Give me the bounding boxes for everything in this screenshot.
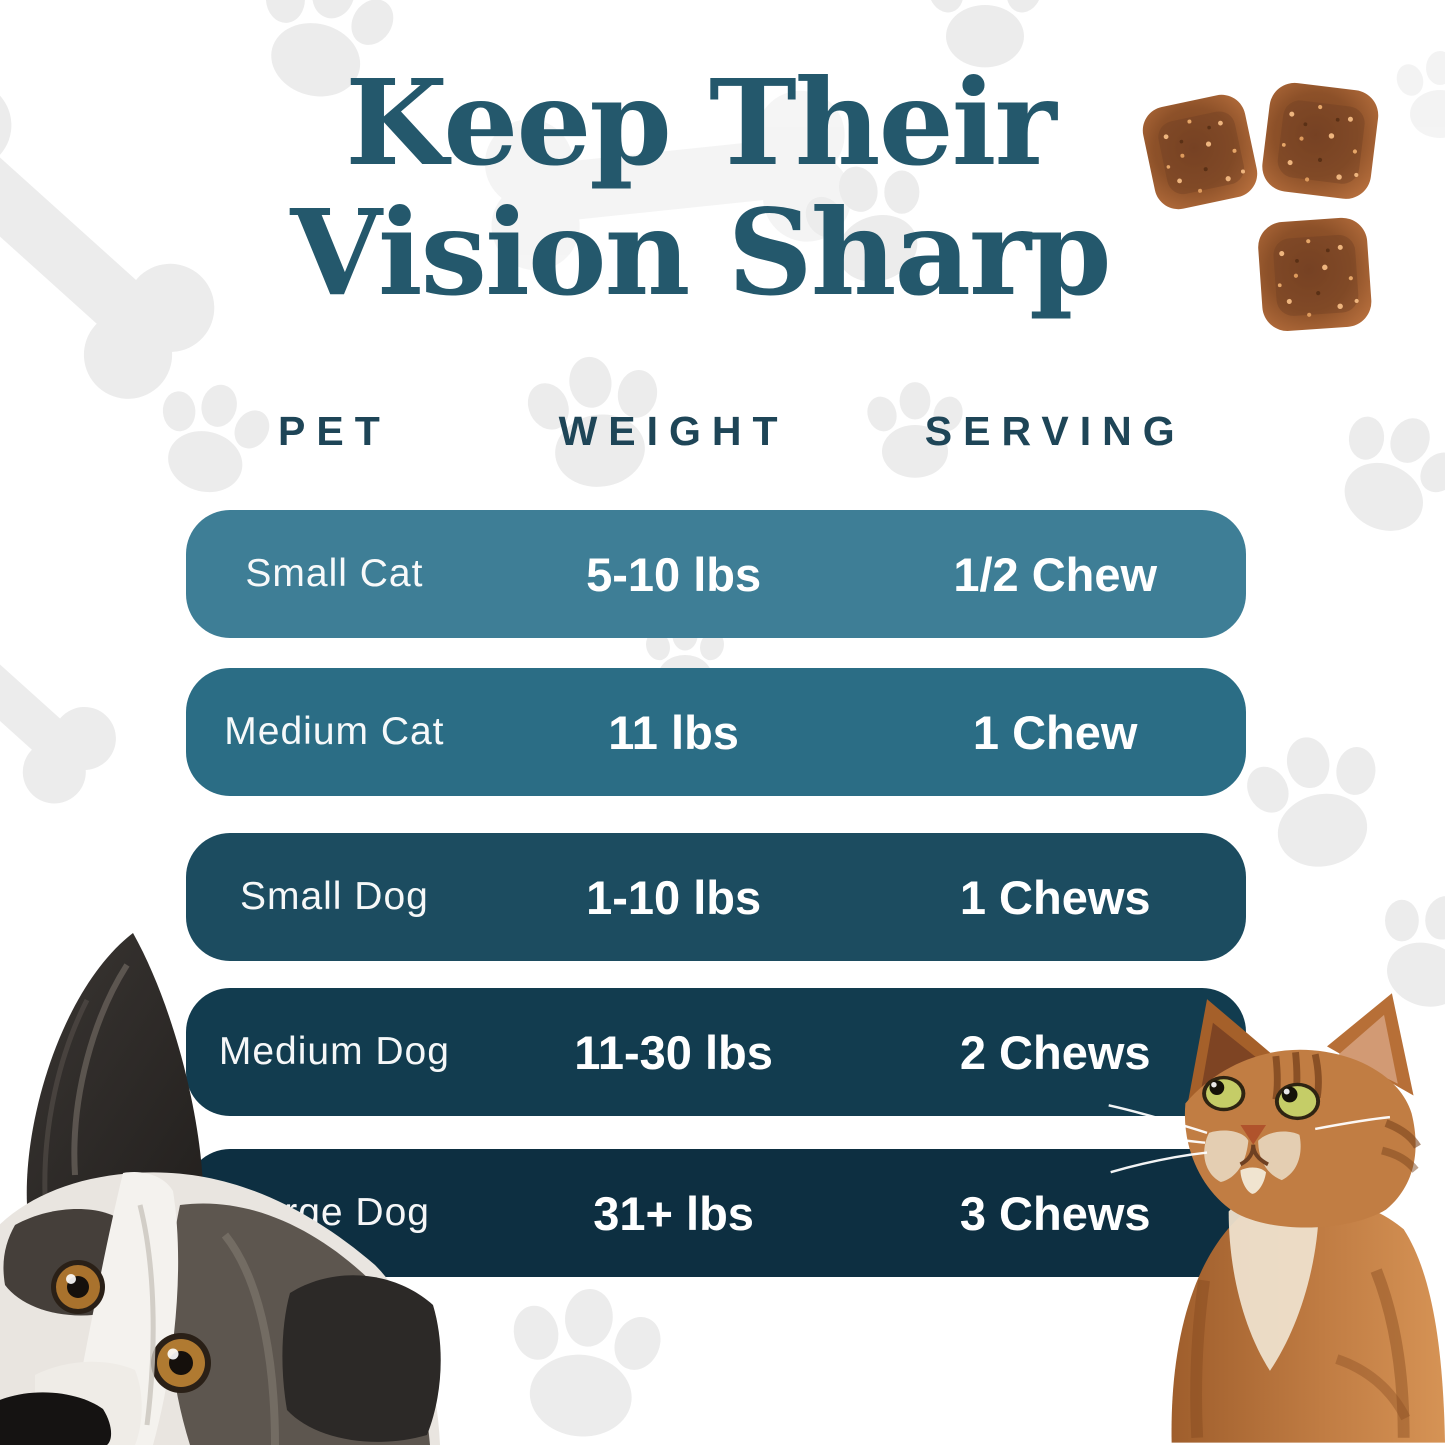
- paw-print-icon: [496, 1280, 672, 1445]
- table-header-pet: PET: [278, 408, 391, 454]
- pet-name-cell: Medium Cat: [224, 710, 445, 753]
- dosage-row-medium-cat: Medium Cat 11 lbs 1 Chew: [186, 668, 1246, 796]
- chew-treats-image: [1138, 80, 1382, 333]
- page-title: Keep Their Vision Sharp: [60, 58, 1340, 318]
- weight-cell: 1-10 lbs: [586, 870, 762, 924]
- table-header-serving: SERVING: [924, 408, 1186, 454]
- pet-name-cell: Medium Dog: [218, 1030, 450, 1073]
- serving-cell: 1 Chews: [959, 870, 1151, 924]
- dog-photo: [0, 933, 441, 1445]
- paw-print-icon: [1233, 723, 1400, 881]
- bone-icon: [0, 563, 129, 817]
- page-title-line1: Keep Their: [345, 53, 1056, 192]
- weight-cell: 11-30 lbs: [574, 1025, 773, 1079]
- serving-cell: 1 Chew: [972, 705, 1138, 759]
- weight-cell: 11 lbs: [608, 705, 739, 759]
- pet-name-cell: Small Cat: [245, 552, 424, 595]
- weight-cell: 5-10 lbs: [586, 547, 762, 601]
- cat-photo: [1106, 993, 1445, 1443]
- serving-cell: 1/2 Chew: [953, 547, 1158, 601]
- serving-cell: 3 Chews: [959, 1186, 1151, 1240]
- table-header-row: PET WEIGHT SERVING: [186, 408, 1246, 455]
- serving-cell: 2 Chews: [959, 1025, 1151, 1079]
- dosage-row-medium-dog: Medium Dog 11-30 lbs 2 Chews: [186, 988, 1246, 1116]
- weight-cell: 31+ lbs: [593, 1186, 754, 1240]
- pet-name-cell: Small Dog: [239, 875, 429, 918]
- dosage-row-small-dog: Small Dog 1-10 lbs 1 Chews: [186, 833, 1246, 961]
- paw-print-icon: [1312, 392, 1445, 554]
- paw-print-icon: [1392, 51, 1445, 138]
- table-header-weight: WEIGHT: [558, 408, 789, 454]
- page-title-line2: Vision Sharp: [290, 182, 1111, 322]
- dosage-row-small-cat: Small Cat 5-10 lbs 1/2 Chew: [186, 510, 1246, 638]
